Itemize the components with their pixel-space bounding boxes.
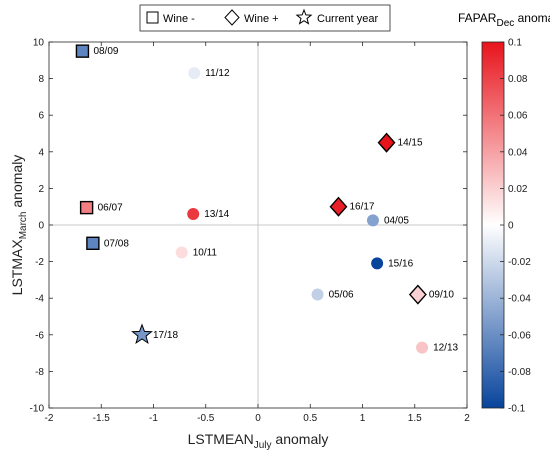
x-tick-label: 0 bbox=[255, 413, 261, 424]
colorbar-ticks: 0.1 0.08 0.06 0.04 0.02 0 -0.02 -0.04 -0.06 -0.08… bbox=[500, 38, 531, 415]
colorbar-title-suffix: anomaly bbox=[514, 11, 550, 25]
point-label: 12/13 bbox=[433, 343, 458, 354]
legend-diamond-icon bbox=[224, 9, 240, 26]
colorbar-title-sub: Dec bbox=[496, 18, 514, 29]
data-point-06-07: 06/07 bbox=[79, 200, 123, 215]
circle-marker bbox=[371, 257, 384, 270]
y-tick-label: 8 bbox=[38, 74, 44, 85]
x-axis-title-main: LSTMEAN bbox=[188, 431, 254, 447]
y-axis-title-sub: March bbox=[18, 212, 29, 240]
x-tick-label: 0.5 bbox=[303, 413, 317, 424]
point-label: 05/06 bbox=[329, 290, 354, 301]
legend-square-icon bbox=[146, 11, 159, 24]
point-label: 08/09 bbox=[93, 46, 118, 57]
x-tick-label: -1 bbox=[149, 413, 158, 424]
point-label: 14/15 bbox=[398, 138, 423, 149]
colorbar-title-main: FAPAR bbox=[458, 11, 497, 25]
y-tick-label: -8 bbox=[35, 367, 44, 378]
legend-star-icon bbox=[295, 8, 313, 25]
star-marker bbox=[131, 323, 153, 345]
data-point-10-11: 10/11 bbox=[175, 246, 218, 259]
x-tick-label: 2 bbox=[464, 413, 470, 424]
data-point-08-09: 08/09 bbox=[75, 44, 119, 58]
data-point-15-16: 15/16 bbox=[371, 257, 414, 270]
circle-marker bbox=[188, 67, 201, 80]
circle-marker bbox=[416, 341, 429, 354]
y-tick-label: 4 bbox=[38, 147, 44, 158]
data-point-07-08: 07/08 bbox=[86, 236, 129, 251]
colorbar-tick-label: -0.04 bbox=[508, 294, 531, 305]
point-label: 06/07 bbox=[98, 203, 123, 214]
colorbar-tick-label: 0 bbox=[508, 221, 514, 232]
legend: Wine - Wine + Current year bbox=[139, 4, 391, 32]
data-point-05-06: 05/06 bbox=[311, 288, 354, 301]
colorbar-tick-label: -0.1 bbox=[508, 404, 526, 415]
diamond-marker bbox=[408, 284, 427, 305]
y-axis-title: LSTMAXMarch anomaly bbox=[9, 155, 29, 296]
point-label: 10/11 bbox=[193, 247, 218, 258]
colorbar-tick-label: -0.02 bbox=[508, 257, 531, 268]
square-marker bbox=[79, 200, 94, 215]
circle-marker bbox=[311, 288, 324, 301]
data-point-14-15: 14/15 bbox=[377, 132, 423, 153]
y-tick-label: -6 bbox=[35, 330, 44, 341]
data-point-13-14: 13/14 bbox=[187, 208, 230, 221]
colorbar-tick-label: 0.08 bbox=[508, 74, 528, 85]
colorbar-tick-label: 0.04 bbox=[508, 147, 528, 158]
y-tick-label: -2 bbox=[35, 257, 44, 268]
x-axis-title: LSTMEANJuly anomaly bbox=[188, 431, 329, 451]
x-axis-ticks: -2 -1.5 -1 -0.5 0 0.5 1 1.5 2 bbox=[45, 42, 470, 424]
colorbar-title: FAPARDec anomaly bbox=[458, 11, 550, 29]
point-label: 07/08 bbox=[104, 238, 129, 249]
data-point-17-18: 17/18 bbox=[131, 323, 178, 345]
x-tick-label: -2 bbox=[45, 413, 54, 424]
x-axis-title-sub: July bbox=[254, 440, 272, 451]
colorbar: FAPARDec anomaly 0.1 0.08 0.06 0.04 0.02 0 -0.… bbox=[458, 11, 550, 415]
colorbar-tick-label: -0.08 bbox=[508, 367, 531, 378]
point-label: 11/12 bbox=[205, 68, 230, 79]
data-points: 08/09 11/12 14/15 06/07 13/14 16/17 04/05 07/08… bbox=[75, 44, 459, 354]
colorbar-tick-label: 0.02 bbox=[508, 184, 528, 195]
diamond-marker bbox=[329, 196, 348, 217]
x-tick-label: 1 bbox=[360, 413, 366, 424]
point-label: 13/14 bbox=[204, 209, 229, 220]
y-axis-ticks: 10 8 6 4 2 0 -2 -4 -6 -8 -10 bbox=[30, 38, 467, 415]
point-label: 09/10 bbox=[429, 290, 454, 301]
y-axis-title-suffix: anomaly bbox=[9, 155, 25, 212]
legend-label-current-year: Current year bbox=[317, 13, 378, 25]
diamond-marker bbox=[377, 132, 396, 153]
y-tick-label: 2 bbox=[38, 184, 44, 195]
point-label: 16/17 bbox=[349, 202, 374, 213]
circle-marker bbox=[366, 214, 379, 227]
data-point-16-17: 16/17 bbox=[329, 196, 375, 217]
y-tick-label: 10 bbox=[33, 38, 45, 49]
x-tick-label: -1.5 bbox=[93, 413, 111, 424]
circle-marker bbox=[175, 246, 188, 259]
point-label: 15/16 bbox=[388, 258, 413, 269]
square-marker bbox=[86, 236, 100, 251]
x-axis-title-suffix: anomaly bbox=[272, 431, 329, 447]
data-point-04-05: 04/05 bbox=[366, 214, 409, 227]
square-marker bbox=[75, 44, 90, 58]
circle-marker bbox=[187, 208, 200, 221]
x-tick-label: 1.5 bbox=[408, 413, 422, 424]
y-tick-label: 6 bbox=[38, 111, 44, 122]
colorbar-tick-label: 0.06 bbox=[508, 111, 528, 122]
y-axis-title-main: LSTMAX bbox=[9, 239, 25, 296]
y-tick-label: 0 bbox=[38, 221, 44, 232]
y-tick-label: -4 bbox=[35, 294, 44, 305]
legend-label-wine-minus: Wine - bbox=[163, 13, 195, 25]
data-point-09-10: 09/10 bbox=[408, 284, 454, 305]
x-tick-label: -0.5 bbox=[197, 413, 215, 424]
colorbar-tick-label: -0.06 bbox=[508, 330, 531, 341]
legend-box bbox=[139, 4, 391, 32]
colorbar-tick-label: 0.1 bbox=[508, 38, 522, 49]
data-point-12-13: 12/13 bbox=[416, 341, 459, 354]
point-label: 04/05 bbox=[384, 215, 409, 226]
point-label: 17/18 bbox=[153, 330, 178, 341]
legend-label-wine-plus: Wine + bbox=[244, 13, 279, 25]
y-tick-label: -10 bbox=[30, 404, 45, 415]
data-point-11-12: 11/12 bbox=[188, 67, 230, 80]
